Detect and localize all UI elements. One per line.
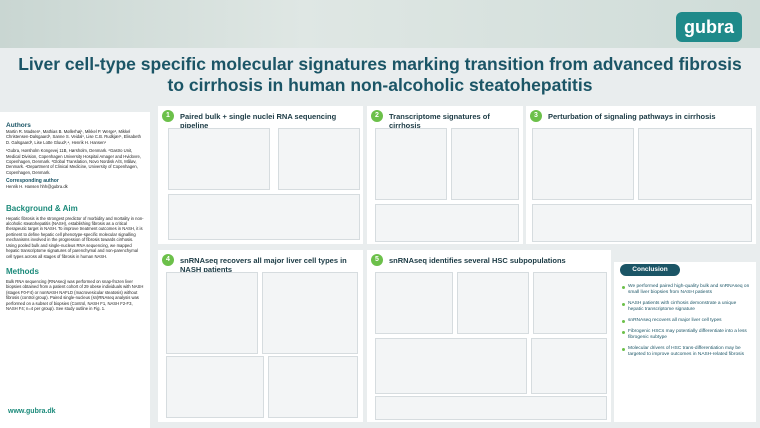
- figure: [375, 128, 447, 200]
- heading: Corresponding author: [6, 178, 59, 185]
- figure: [268, 356, 358, 418]
- figure: [638, 128, 752, 200]
- figure: [168, 128, 270, 190]
- section-number: 1: [162, 110, 174, 122]
- figure: [457, 272, 529, 334]
- section-number: 3: [530, 110, 542, 122]
- section-panel: 3 Perturbation of signaling pathways in c…: [526, 106, 756, 244]
- figure: [375, 204, 519, 242]
- section-number: 5: [371, 254, 383, 266]
- section-number: 2: [371, 110, 383, 122]
- logo: gubra: [676, 12, 742, 42]
- heading: Conclusion: [620, 264, 680, 276]
- bullet: Fibrogenic HSCs may potentially differen…: [622, 329, 750, 341]
- figure: [262, 272, 358, 354]
- section-title: Paired bulk + single nuclei RNA sequenci…: [180, 112, 337, 130]
- section-panel: 4 snRNAseq recovers all major liver cell …: [158, 250, 363, 422]
- section-title: Perturbation of signaling pathways in ci…: [548, 112, 716, 121]
- bullet: NASH patients with cirrhosis demonstrate…: [622, 301, 750, 313]
- paragraph: Hepatic fibrosis is the strongest predic…: [6, 215, 144, 259]
- website: www.gubra.dk: [8, 408, 56, 415]
- figure: [168, 194, 360, 240]
- bullet: snRNAseq recovers all major liver cell t…: [622, 318, 750, 324]
- figure: [451, 128, 519, 200]
- section-panel: 5 snRNAseq identifies several HSC subpopu…: [367, 250, 611, 422]
- bullet-list: We performed paired high-quality bulk an…: [622, 284, 750, 363]
- section-title: snRNAseq identifies several HSC subpopul…: [389, 256, 566, 265]
- section-number: 4: [162, 254, 174, 266]
- bullet: Molecular drivers of HSC trans-different…: [622, 346, 750, 358]
- header-band: [0, 0, 760, 48]
- sidebar: Authors Martin R. Madsen¹, Mathias B. Mø…: [0, 112, 150, 428]
- figure: [532, 128, 634, 200]
- paragraph: Bulk RNA sequencing (RNAseq) was perform…: [6, 278, 144, 311]
- figure: [166, 356, 264, 418]
- section-panel: 2 Transcriptome signatures of cirrhosis: [367, 106, 523, 244]
- figure: [532, 204, 752, 242]
- figure: [166, 272, 258, 354]
- section-title: snRNAseq recovers all major liver cell t…: [180, 256, 347, 274]
- figure: [531, 338, 607, 394]
- affiliations: ¹Gubra, Hørsholm Kongevej 11B, Hørsholm,…: [6, 148, 141, 175]
- poster-title: Liver cell-type specific molecular signa…: [18, 54, 742, 95]
- section-panel: 1 Paired bulk + single nuclei RNA sequenc…: [158, 106, 363, 244]
- corresponding: Henrik H. Hansen hhh@gubra.dk: [6, 184, 68, 190]
- figure: [533, 272, 607, 334]
- heading: Methods: [6, 266, 39, 276]
- figure: [375, 338, 527, 394]
- figure: [278, 128, 360, 190]
- section-title: Transcriptome signatures of cirrhosis: [389, 112, 490, 130]
- authors: Martin R. Madsen¹, Mathias B. Møllerhøj¹…: [6, 129, 141, 145]
- conclusion-panel: Conclusion We performed paired high-qual…: [614, 262, 756, 422]
- heading: Background & Aim: [6, 203, 78, 213]
- heading: Authors: [6, 122, 31, 129]
- figure: [375, 396, 607, 420]
- bullet: We performed paired high-quality bulk an…: [622, 284, 750, 296]
- figure: [375, 272, 453, 334]
